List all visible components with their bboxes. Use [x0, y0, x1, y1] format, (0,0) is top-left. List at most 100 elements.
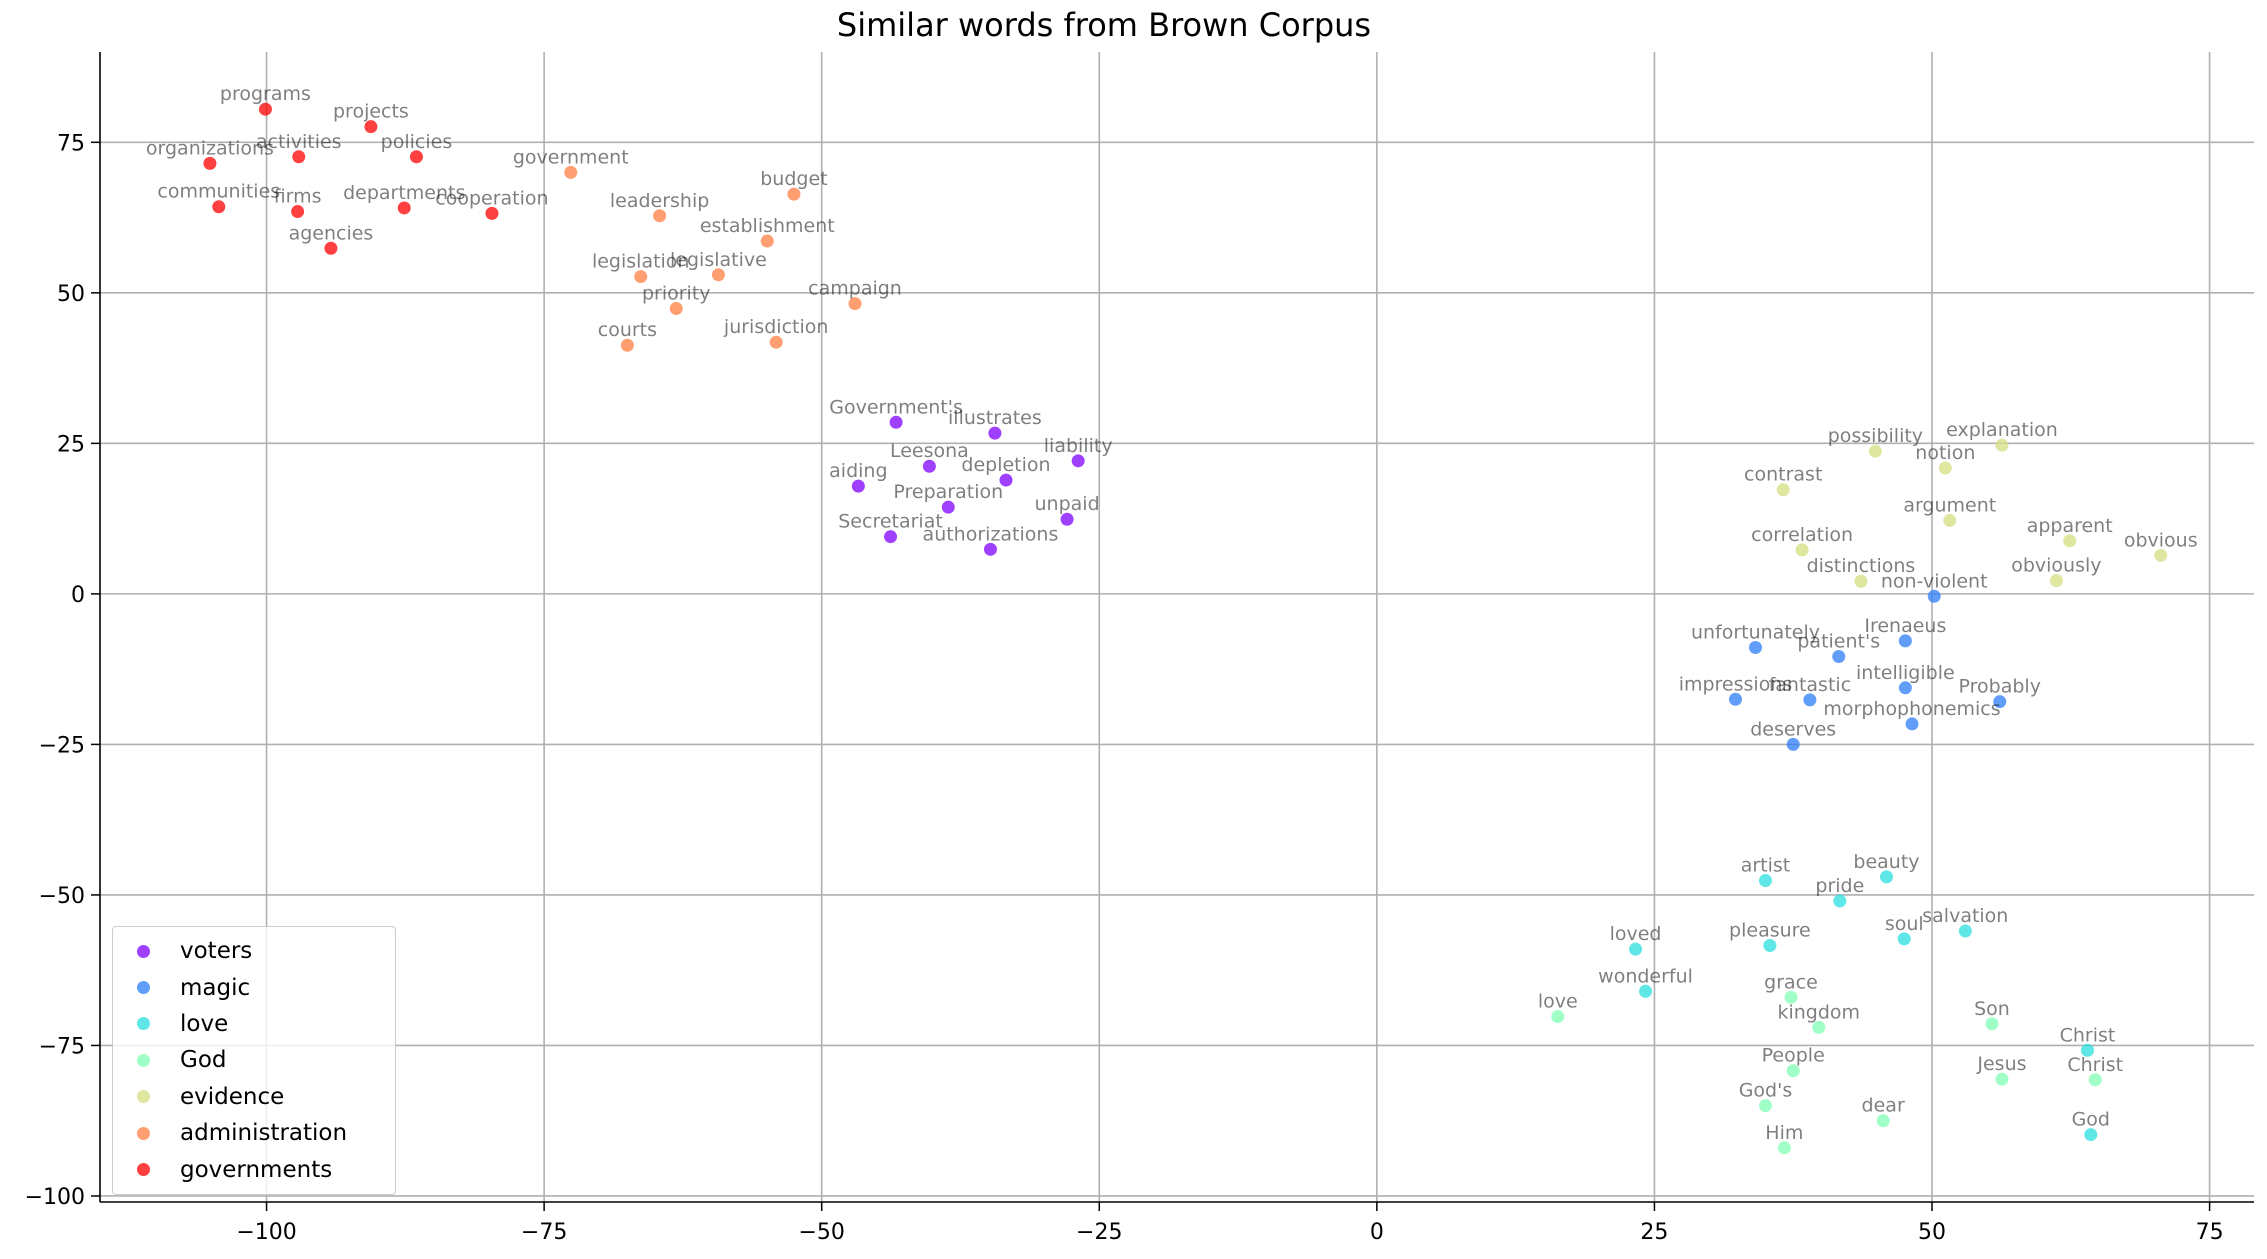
point-label: God — [2072, 1109, 2110, 1131]
data-point — [1629, 942, 1643, 956]
point-label: illustrates — [948, 407, 1042, 429]
point-label: distinctions — [1807, 555, 1916, 577]
point-label: liability — [1044, 435, 1113, 457]
y-tick-label: −75 — [39, 1034, 85, 1059]
data-point — [1854, 574, 1868, 588]
point-label: explanation — [1946, 419, 2058, 441]
data-points — [203, 102, 2168, 1155]
data-point — [1833, 894, 1847, 908]
data-point — [324, 241, 338, 255]
x-tick-label: 0 — [1370, 1220, 1384, 1245]
legend-label: voters — [180, 938, 253, 965]
data-point — [1879, 870, 1893, 884]
point-label: impressions — [1679, 673, 1793, 695]
data-point — [1993, 695, 2007, 709]
data-point — [1639, 984, 1653, 998]
point-label: notion — [1915, 442, 1975, 464]
point-label: God's — [1739, 1080, 1793, 1102]
data-point — [292, 150, 306, 164]
data-point — [922, 459, 936, 473]
data-point — [1758, 873, 1772, 887]
legend-marker — [137, 1090, 150, 1104]
point-label: government — [513, 146, 629, 168]
data-point — [1927, 589, 1941, 603]
point-label: priority — [642, 282, 711, 304]
point-label: contrast — [1744, 464, 1822, 486]
legend-label: magic — [180, 974, 251, 1001]
point-label: apparent — [2027, 515, 2113, 537]
legend-item: magic — [113, 969, 395, 1005]
point-label: patient's — [1797, 631, 1880, 653]
data-point — [1868, 444, 1882, 458]
legend: voters magic love God evidence administration… — [112, 926, 396, 1195]
point-label: obvious — [2124, 529, 2198, 551]
data-point — [1776, 483, 1790, 497]
point-label: Christ — [2067, 1054, 2123, 1076]
point-label: wonderful — [1598, 965, 1693, 987]
legend-marker — [137, 1126, 150, 1140]
point-label: argument — [1903, 494, 1996, 516]
point-label: grace — [1764, 971, 1818, 993]
data-point — [1985, 1017, 1999, 1031]
point-label: kingdom — [1777, 1001, 1860, 1023]
point-label: People — [1762, 1045, 1825, 1067]
data-point — [1995, 438, 2009, 452]
legend-marker — [137, 1017, 150, 1031]
data-point — [760, 234, 774, 248]
point-label: salvation — [1922, 905, 2008, 927]
y-tick-label: −100 — [25, 1185, 85, 1210]
data-point — [634, 270, 648, 284]
data-point — [1898, 681, 1912, 695]
point-label: fantastic — [1769, 674, 1852, 696]
data-point — [1786, 737, 1800, 751]
legend-marker — [137, 1163, 150, 1177]
data-point — [291, 205, 305, 219]
y-tick-label: 0 — [71, 583, 85, 608]
point-label: programs — [220, 83, 311, 105]
data-point — [1728, 692, 1742, 706]
data-point — [1763, 939, 1777, 953]
point-label: depletion — [961, 454, 1050, 476]
data-point — [397, 201, 411, 215]
point-label: deserves — [1750, 718, 1836, 740]
data-point — [1958, 924, 1972, 938]
data-point — [485, 206, 499, 220]
data-point — [848, 297, 862, 311]
x-tick-label: −75 — [521, 1220, 567, 1245]
point-label: courts — [598, 319, 657, 341]
data-point — [2080, 1043, 2094, 1057]
point-label: Preparation — [893, 481, 1003, 503]
chart-title: Similar words from Brown Corpus — [836, 6, 1372, 44]
point-label: activities — [256, 131, 342, 153]
legend-marker — [137, 981, 150, 995]
point-label: aiding — [829, 460, 887, 482]
data-point — [409, 150, 423, 164]
data-point — [1551, 1010, 1565, 1024]
data-point — [2049, 574, 2063, 588]
data-point — [884, 530, 898, 544]
data-point — [787, 187, 801, 201]
data-point — [1943, 513, 1957, 527]
legend-item: administration — [113, 1115, 395, 1151]
point-label: loved — [1610, 923, 1662, 945]
point-label: cooperation — [435, 187, 548, 209]
legend-label: evidence — [180, 1083, 285, 1110]
data-point — [364, 120, 378, 134]
legend-marker — [137, 1053, 150, 1067]
point-label: obviously — [2011, 555, 2101, 577]
point-label: establishment — [700, 215, 835, 237]
data-point — [203, 156, 217, 170]
point-label: Leesona — [890, 440, 969, 462]
data-point — [999, 473, 1013, 487]
point-label: Irenaeus — [1864, 615, 1946, 637]
data-point — [1777, 1141, 1791, 1155]
point-label: Secretariat — [838, 511, 943, 533]
point-label: Jesus — [1976, 1053, 2026, 1075]
point-label: soul — [1885, 913, 1924, 935]
data-point — [711, 268, 725, 282]
x-tick-label: 75 — [2196, 1220, 2224, 1245]
data-point — [941, 500, 955, 514]
y-tick-label: −50 — [39, 884, 85, 909]
point-label: policies — [381, 131, 453, 153]
